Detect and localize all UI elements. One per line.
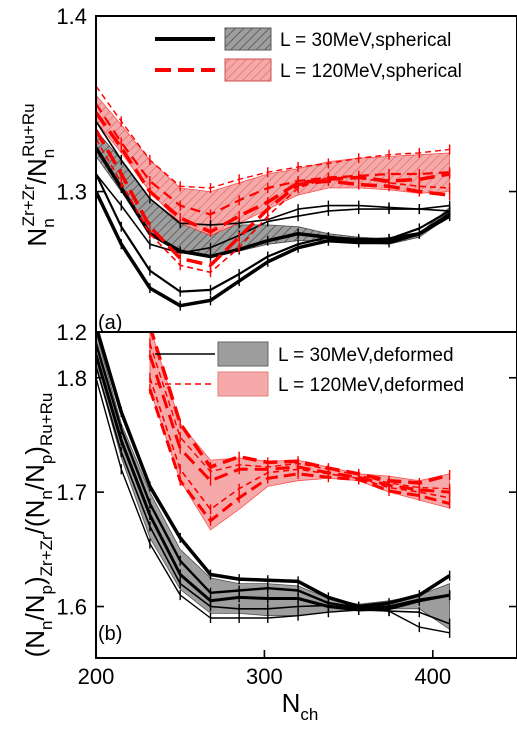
panel-b-plot <box>96 332 451 638</box>
panel-b-y-axis-title: (Nn/Np)Zr+Zr/(Nn/Np)Ru+Ru <box>20 393 56 658</box>
legend-item-30mev-spherical: L = 30MeV,spherical <box>155 27 451 51</box>
legend-label-30mev-deformed: L = 30MeV,deformed <box>278 345 454 366</box>
series-line-l120-4 <box>148 388 450 523</box>
y-tick-label: 1.8 <box>56 366 87 391</box>
panel-a-tag: (a) <box>98 312 122 334</box>
y-tick-label: 1.3 <box>56 180 87 205</box>
panel-b-frame <box>95 331 517 659</box>
panel-a: 1.3 1.4 (a) NnZr+Zr/NnRu+Ru L = 30MeV,sph… <box>19 4 517 334</box>
panel-b-top-tick-label: 1.2 <box>56 320 87 345</box>
legend-item-120mev-deformed: L = 120MeV,deformed <box>155 371 464 397</box>
panel-a-curves <box>96 81 451 311</box>
x-tick-label: 300 <box>246 664 283 689</box>
legend-swatch-120mev-deformed <box>217 371 269 397</box>
y-tick-label: 1.6 <box>56 595 87 620</box>
legend-label-30mev-spherical: L = 30MeV,spherical <box>280 30 451 51</box>
panel-b-legend: L = 30MeV,deformed L = 120MeV,deformed <box>155 341 464 397</box>
x-tick-label: 400 <box>414 664 451 689</box>
panel-b: 1.6 1.7 1.8 200 300 400 1.2 (b) (Nn/Np)Zr+Zr… <box>20 320 517 724</box>
legend-item-120mev-spherical: L = 120MeV,spherical <box>155 58 462 82</box>
y-tick-label: 1.4 <box>56 4 87 29</box>
panel-b-x-ticks: 200 300 400 <box>78 650 451 689</box>
legend-swatch-30mev-deformed <box>217 341 269 367</box>
x-tick-label: 200 <box>78 664 115 689</box>
legend-swatch-30mev-spherical <box>224 27 272 51</box>
panel-a-plot <box>96 81 451 311</box>
panel-b-y-ticks: 1.6 1.7 1.8 <box>56 366 517 620</box>
panel-a-y-axis-title: NnZr+Zr/NnRu+Ru <box>19 103 58 246</box>
panel-a-y-ticks: 1.3 1.4 <box>56 4 517 205</box>
panel-b-tag: (b) <box>98 623 122 645</box>
x-axis-title: Nch <box>282 688 319 724</box>
legend-item-30mev-deformed: L = 30MeV,deformed <box>155 341 454 367</box>
panel-b-curves <box>96 332 451 638</box>
legend-label-120mev-deformed: L = 120MeV,deformed <box>278 375 464 396</box>
y-tick-label: 1.7 <box>56 480 87 505</box>
legend-swatch-120mev-spherical <box>224 58 272 82</box>
panel-a-legend: L = 30MeV,spherical L = 120MeV,spherical <box>155 27 462 82</box>
legend-label-120mev-spherical: L = 120MeV,spherical <box>280 61 462 82</box>
